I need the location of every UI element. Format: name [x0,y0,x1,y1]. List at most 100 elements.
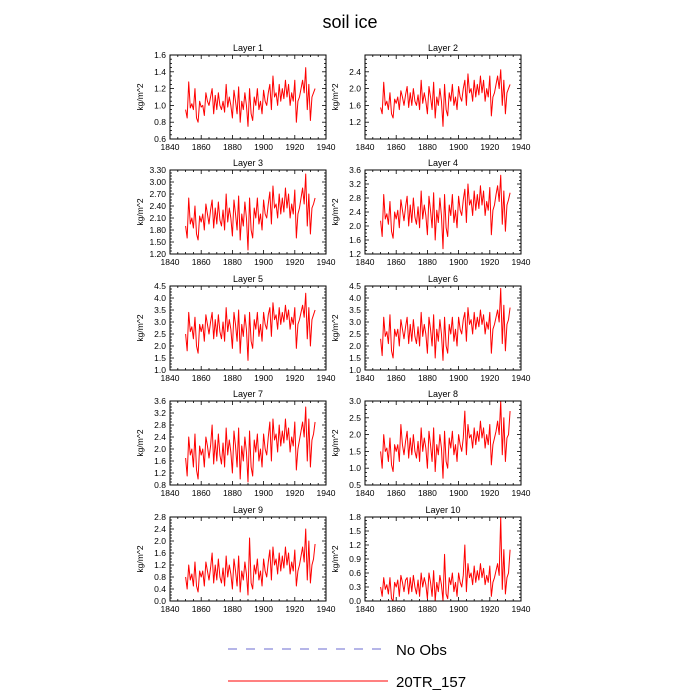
y-tick-label: 3.6 [154,396,166,406]
x-tick-label: 1940 [512,604,531,614]
panel-title: Layer 7 [233,389,263,399]
x-tick-label: 1900 [254,604,273,614]
panel-layer-6: Layer 6 kg/m^2 1840 1860 1880 1900 1920 1940 1.0… [330,274,531,383]
panel-layer-1: Layer 1 kg/m^2 1840 1860 1880 1900 1920 1940 0.6… [135,43,336,152]
series-line-20tr-157 [380,287,511,361]
series-line-20tr-157 [380,400,511,479]
figure-title: soil ice [322,12,377,32]
y-tick-label: 2.0 [349,430,361,440]
x-tick-label: 1840 [161,142,180,152]
y-tick-label: 1.6 [154,548,166,558]
x-tick-label: 1840 [356,257,375,267]
x-tick-label: 1880 [418,604,437,614]
x-tick-label: 1900 [449,257,468,267]
series-line-20tr-157 [185,528,316,596]
x-tick-label: 1920 [285,488,304,498]
y-tick-label: 1.50 [149,237,166,247]
y-tick-label: 2.0 [154,341,166,351]
y-tick-label: 1.6 [154,456,166,466]
panel-layer-5: Layer 5 kg/m^2 1840 1860 1880 1900 1920 1940 1.0… [135,274,336,383]
x-tick-label: 1880 [223,488,242,498]
plot-frame [169,54,327,140]
x-tick-label: 1940 [317,488,336,498]
legend: No Obs 20TR_157 [228,642,466,691]
y-axis-label: kg/m^2 [330,314,340,341]
y-tick-label: 0.5 [349,480,361,490]
x-tick-label: 1920 [285,257,304,267]
y-tick-label: 4.5 [154,281,166,291]
x-tick-label: 1880 [223,142,242,152]
y-tick-label: 2.0 [349,84,361,94]
x-tick-label: 1940 [317,142,336,152]
y-tick-label: 1.2 [154,84,166,94]
y-axis-label: kg/m^2 [135,198,145,225]
series-line-20tr-157 [380,516,511,602]
x-tick-label: 1940 [317,373,336,383]
x-tick-label: 1860 [387,488,406,498]
y-tick-label: 2.4 [154,524,166,534]
y-tick-label: 0.3 [349,582,361,592]
y-tick-label: 1.5 [349,353,361,363]
panel-title: Layer 4 [428,158,458,168]
y-axis-label: kg/m^2 [330,429,340,456]
y-tick-label: 2.5 [154,329,166,339]
series-line-20tr-157 [185,406,316,483]
y-tick-label: 1.8 [349,512,361,522]
series-line-20tr-157 [185,67,316,127]
y-tick-label: 2.0 [154,444,166,454]
y-tick-label: 3.5 [349,305,361,315]
plot-frame [169,400,327,486]
y-tick-label: 1.2 [154,468,166,478]
y-tick-label: 4.0 [349,293,361,303]
x-tick-label: 1940 [512,142,531,152]
y-tick-label: 3.2 [349,179,361,189]
x-tick-label: 1920 [480,142,499,152]
x-tick-label: 1860 [192,142,211,152]
x-tick-label: 1940 [317,604,336,614]
y-tick-label: 1.2 [349,540,361,550]
y-tick-label: 2.40 [149,201,166,211]
y-tick-label: 1.5 [154,353,166,363]
x-tick-label: 1840 [161,488,180,498]
y-tick-label: 2.0 [349,221,361,231]
plot-frame [364,400,522,486]
y-tick-label: 2.8 [154,512,166,522]
series-line-20tr-157 [185,173,316,251]
x-tick-label: 1840 [356,142,375,152]
y-tick-label: 3.00 [149,177,166,187]
panel-title: Layer 8 [428,389,458,399]
x-tick-label: 1920 [285,604,304,614]
panel-layer-9: Layer 9 kg/m^2 1840 1860 1880 1900 1920 1940 0.0… [135,505,336,614]
x-tick-label: 1860 [192,257,211,267]
y-tick-label: 4.5 [349,281,361,291]
y-tick-label: 2.4 [154,432,166,442]
y-tick-label: 1.5 [349,446,361,456]
x-tick-label: 1920 [285,142,304,152]
series-line-20tr-157 [380,174,511,250]
x-tick-label: 1860 [387,257,406,267]
y-tick-label: 0.9 [349,554,361,564]
y-tick-label: 1.0 [349,365,361,375]
plot-frame [364,169,522,255]
x-tick-label: 1860 [387,373,406,383]
y-tick-label: 3.2 [154,408,166,418]
series-line-20tr-157 [185,292,316,361]
plot-frame [169,169,327,255]
x-tick-label: 1900 [254,142,273,152]
panel-title: Layer 5 [233,274,263,284]
x-tick-label: 1880 [418,142,437,152]
x-tick-label: 1920 [480,488,499,498]
x-tick-label: 1840 [356,604,375,614]
y-tick-label: 1.6 [349,100,361,110]
y-tick-label: 4.0 [154,293,166,303]
x-tick-label: 1840 [356,373,375,383]
y-tick-label: 0.8 [154,480,166,490]
panel-layer-7: Layer 7 kg/m^2 1840 1860 1880 1900 1920 1940 0.8… [135,389,336,498]
panel-layer-2: Layer 2 kg/m^2 1840 1860 1880 1900 1920 1940 1.2… [330,43,531,152]
y-tick-label: 1.6 [349,235,361,245]
y-tick-label: 3.5 [154,305,166,315]
y-tick-label: 0.6 [154,134,166,144]
series-line-20tr-157 [380,69,511,127]
x-tick-label: 1900 [254,373,273,383]
